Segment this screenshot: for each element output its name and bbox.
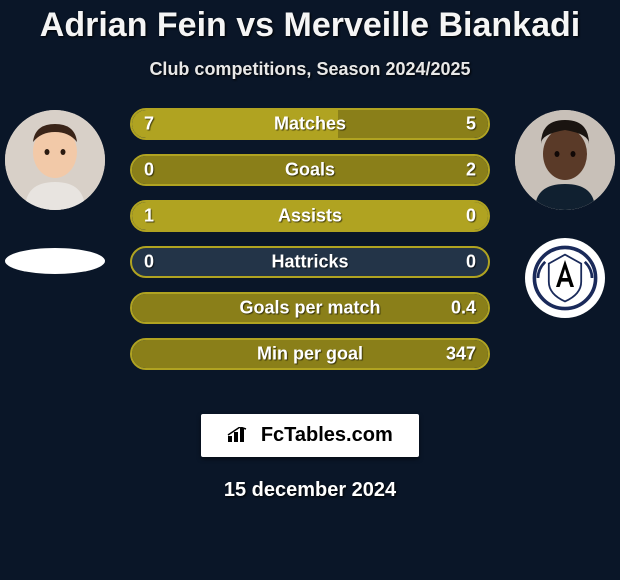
player-right-avatar <box>515 110 615 210</box>
stat-value-right: 0 <box>466 206 476 227</box>
stat-label: Hattricks <box>271 252 348 273</box>
stat-row: 0 0 Hattricks <box>130 246 490 278</box>
stat-value-right: 347 <box>446 344 476 365</box>
page-subtitle: Club competitions, Season 2024/2025 <box>0 59 620 80</box>
stat-row: 347 Min per goal <box>130 338 490 370</box>
brand-badge: FcTables.com <box>201 414 418 457</box>
stat-row: 0.4 Goals per match <box>130 292 490 324</box>
stat-row: 7 5 Matches <box>130 108 490 140</box>
stat-value-right: 0 <box>466 252 476 273</box>
player-left-avatar <box>5 110 105 210</box>
stat-value-right: 0.4 <box>451 298 476 319</box>
stat-label: Matches <box>274 114 346 135</box>
stat-value-right: 2 <box>466 160 476 181</box>
date-text: 15 december 2024 <box>0 479 620 502</box>
comparison-main: 7 5 Matches 0 2 Goals 1 0 Assists 0 0 Hattricks 0.4 G… <box>0 108 620 398</box>
stat-value-left: 7 <box>144 114 154 135</box>
stat-value-right: 5 <box>466 114 476 135</box>
club-right-logo <box>525 238 605 318</box>
stat-label: Assists <box>278 206 342 227</box>
stat-value-left: 0 <box>144 160 154 181</box>
stat-bars: 7 5 Matches 0 2 Goals 1 0 Assists 0 0 Hattricks 0.4 G… <box>130 108 490 370</box>
footer: FcTables.com 15 december 2024 <box>0 398 620 502</box>
stat-row: 1 0 Assists <box>130 200 490 232</box>
brand-text: FcTables.com <box>261 424 393 446</box>
chart-icon <box>227 424 255 446</box>
header: Adrian Fein vs Merveille Biankadi Club c… <box>0 0 620 80</box>
player-right-column <box>510 108 620 318</box>
stat-label: Goals per match <box>239 298 380 319</box>
club-left-logo <box>5 248 105 274</box>
stat-label: Goals <box>285 160 335 181</box>
page-title: Adrian Fein vs Merveille Biankadi <box>0 6 620 45</box>
stat-row: 0 2 Goals <box>130 154 490 186</box>
stat-label: Min per goal <box>257 344 363 365</box>
stat-value-left: 0 <box>144 252 154 273</box>
stat-value-left: 1 <box>144 206 154 227</box>
player-left-column <box>0 108 110 274</box>
